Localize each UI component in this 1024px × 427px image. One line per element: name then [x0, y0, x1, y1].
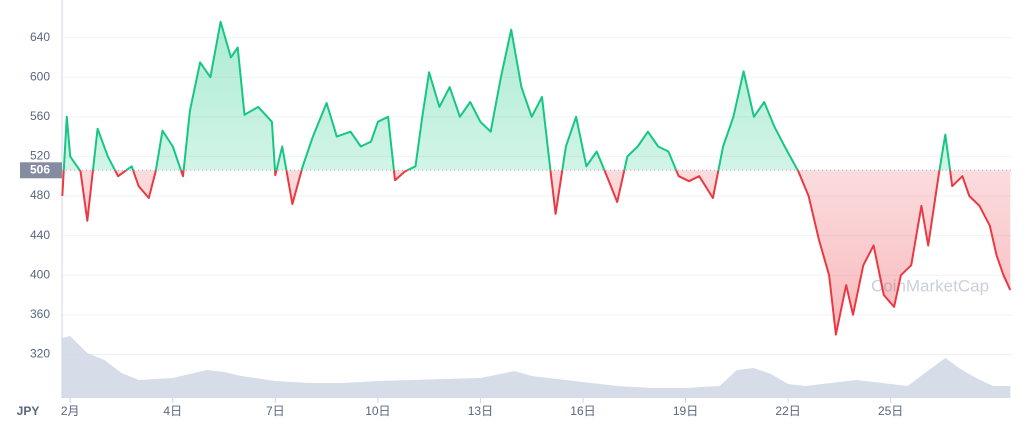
- x-tick-label: 13日: [468, 404, 493, 418]
- x-tick-label: 19日: [673, 404, 698, 418]
- x-tick-label: 25日: [878, 404, 903, 418]
- price-line-down: [61, 170, 1012, 336]
- y-tick-label: 400: [30, 267, 50, 281]
- y-tick-label: 320: [30, 347, 50, 361]
- y-tick-label: 560: [30, 109, 50, 123]
- x-tick-label: 22日: [775, 404, 800, 418]
- y-tick-label: 360: [30, 307, 50, 321]
- currency-label: JPY: [17, 404, 40, 418]
- x-tick-label: 4日: [163, 404, 182, 418]
- volume-area: [62, 336, 1011, 398]
- y-tick-label: 640: [30, 30, 50, 44]
- x-tick-label: 16日: [570, 404, 595, 418]
- y-tick-label: 600: [30, 69, 50, 83]
- x-tick-label: 10日: [365, 404, 390, 418]
- x-tick-label: 7日: [266, 404, 285, 418]
- x-tick-label: 2月: [61, 404, 80, 418]
- y-tick-label: 440: [30, 228, 50, 242]
- baseline-label-box: [20, 162, 62, 179]
- y-tick-label: 480: [30, 188, 50, 202]
- baseline-label: 506: [30, 162, 50, 176]
- y-tick-label: 520: [30, 149, 50, 163]
- area-down: [62, 170, 1011, 335]
- price-line-up: [62, 20, 952, 171]
